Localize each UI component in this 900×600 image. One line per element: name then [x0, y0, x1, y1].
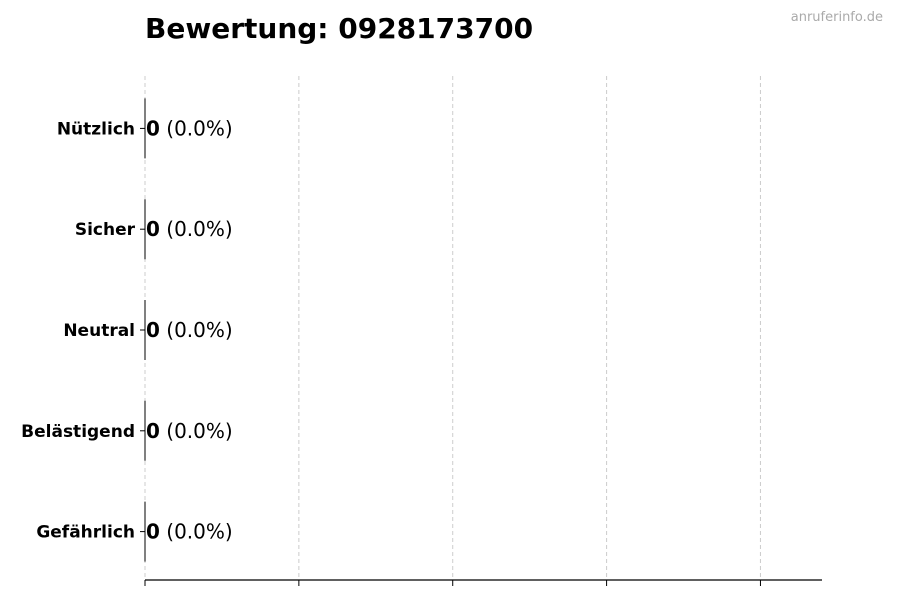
chart-title: Bewertung: 0928173700	[145, 12, 534, 45]
data-label: 0 (0.0%)	[146, 116, 233, 140]
data-label-count: 0	[146, 217, 160, 241]
data-label-count: 0	[146, 419, 160, 443]
data-label-count: 0	[146, 520, 160, 544]
data-label-percent: (0.0%)	[160, 217, 233, 241]
y-tick-label: Gefährlich	[36, 523, 135, 543]
data-label: 0 (0.0%)	[146, 217, 233, 241]
data-label-percent: (0.0%)	[160, 318, 233, 342]
y-tick-label: Neutral	[63, 321, 135, 341]
data-label-percent: (0.0%)	[160, 116, 233, 140]
data-label: 0 (0.0%)	[146, 419, 233, 443]
data-label-count: 0	[146, 116, 160, 140]
watermark: anruferinfo.de	[790, 10, 883, 25]
data-label-count: 0	[146, 318, 160, 342]
y-tick-label: Belästigend	[21, 422, 135, 442]
data-label-percent: (0.0%)	[160, 520, 233, 544]
data-label: 0 (0.0%)	[146, 318, 233, 342]
data-label: 0 (0.0%)	[146, 520, 233, 544]
y-tick-label: Nützlich	[57, 119, 135, 139]
y-tick-label: Sicher	[75, 220, 136, 240]
data-label-percent: (0.0%)	[160, 419, 233, 443]
